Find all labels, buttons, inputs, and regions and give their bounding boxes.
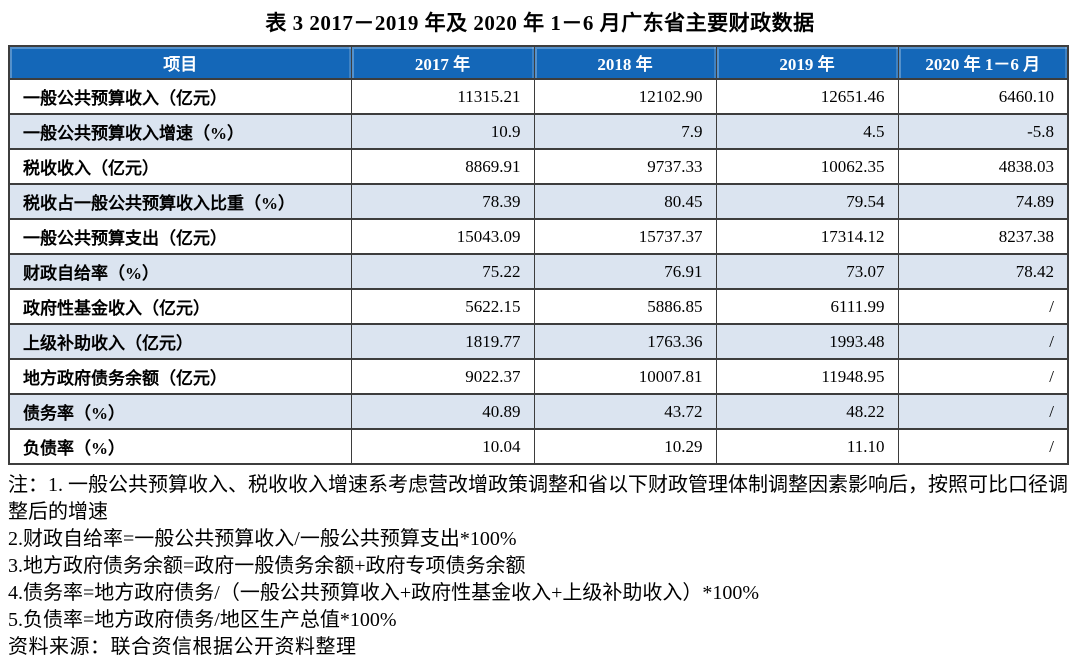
value-cell: 10.04 (350, 428, 535, 465)
value-cell: 75.22 (350, 253, 535, 290)
row-label-cell: 税收占一般公共预算收入比重（%） (8, 183, 352, 220)
value-cell: 80.45 (533, 183, 717, 220)
value-cell: 6111.99 (715, 288, 899, 325)
value-cell: 4.5 (715, 113, 899, 150)
table-header-row: 项目 2017 年 2018 年 2019 年 2020 年 1－6 月 (8, 45, 1069, 80)
source-line: 资料来源：联合资信根据公开资料整理 (8, 636, 357, 656)
value-cell: 1763.36 (533, 323, 717, 360)
value-cell: / (897, 358, 1069, 395)
table-row: 财政自给率（%） 75.22 76.91 73.07 78.42 (8, 253, 1069, 290)
row-label-cell: 负债率（%） (8, 428, 352, 465)
value-cell: 43.72 (533, 393, 717, 430)
value-cell: 1819.77 (350, 323, 535, 360)
value-cell: 10062.35 (715, 148, 899, 185)
table-row: 税收占一般公共预算收入比重（%） 78.39 80.45 79.54 74.89 (8, 183, 1069, 220)
value-cell: 1993.48 (715, 323, 899, 360)
value-cell: 4838.03 (897, 148, 1069, 185)
value-cell: 11948.95 (715, 358, 899, 395)
row-label-cell: 财政自给率（%） (8, 253, 352, 290)
value-cell: 12651.46 (715, 78, 899, 115)
value-cell: 11315.21 (350, 78, 535, 115)
value-cell: 15737.37 (533, 218, 717, 255)
table-caption: 表 3 2017－2019 年及 2020 年 1－6 月广东省主要财政数据 (265, 11, 815, 35)
notes-section: 注：1. 一般公共预算收入、税收收入增速系考虑营改增政策调整和省以下财政管理体制… (8, 472, 1072, 634)
table-row: 地方政府债务余额（亿元） 9022.37 10007.81 11948.95/ (8, 358, 1069, 395)
note-line: 注：1. 一般公共预算收入、税收收入增速系考虑营改增政策调整和省以下财政管理体制… (8, 474, 1068, 523)
value-cell: 73.07 (715, 253, 899, 290)
table-row: 政府性基金收入（亿元） 5622.15 5886.85 6111.99/ (8, 288, 1069, 325)
note-line: 5.负债率=地方政府债务/地区生产总值*100% (8, 609, 397, 631)
value-cell: / (897, 393, 1069, 430)
value-cell: / (897, 428, 1069, 465)
value-cell: 8869.91 (350, 148, 535, 185)
value-cell: 17314.12 (715, 218, 899, 255)
table-row: 负债率（%） 10.04 10.29 11.10/ (8, 428, 1069, 465)
value-cell: 11.10 (715, 428, 899, 465)
table-row: 上级补助收入（亿元） 1819.77 1763.36 1993.48/ (8, 323, 1069, 360)
value-cell: 78.42 (897, 253, 1069, 290)
value-cell: 7.9 (533, 113, 717, 150)
header-cell-period: 2020 年 1－6 月 (897, 45, 1069, 80)
row-label-cell: 上级补助收入（亿元） (8, 323, 352, 360)
value-cell: 79.54 (715, 183, 899, 220)
header-cell-period: 2017 年 (350, 45, 535, 80)
row-label-cell: 一般公共预算收入增速（%） (8, 113, 352, 150)
value-cell: 76.91 (533, 253, 717, 290)
table-row: 一般公共预算收入（亿元） 11315.21 12102.90 12651.46 6460… (8, 78, 1069, 115)
value-cell: 15043.09 (350, 218, 535, 255)
value-cell: 10007.81 (533, 358, 717, 395)
row-label-cell: 一般公共预算收入（亿元） (8, 78, 352, 115)
note-line: 3.地方政府债务余额=政府一般债务余额+政府专项债务余额 (8, 555, 526, 577)
header-cell-item: 项目 (8, 45, 352, 80)
note-line: 4.债务率=地方政府债务/（一般公共预算收入+政府性基金收入+上级补助收入）*1… (8, 582, 760, 604)
header-cell-period: 2019 年 (715, 45, 899, 80)
table-row: 一般公共预算支出（亿元） 15043.09 15737.37 17314.12 8237… (8, 218, 1069, 255)
value-cell: 9737.33 (533, 148, 717, 185)
row-label-cell: 地方政府债务余额（亿元） (8, 358, 352, 395)
fiscal-data-table: 项目 2017 年 2018 年 2019 年 2020 年 1－6 月 一般公共预算收… (8, 45, 1069, 465)
value-cell: / (897, 323, 1069, 360)
value-cell: 10.29 (533, 428, 717, 465)
value-cell: 12102.90 (533, 78, 717, 115)
value-cell: 74.89 (897, 183, 1069, 220)
value-cell: 9022.37 (350, 358, 535, 395)
value-cell: / (897, 288, 1069, 325)
value-cell: 8237.38 (897, 218, 1069, 255)
value-cell: 10.9 (350, 113, 535, 150)
value-cell: 48.22 (715, 393, 899, 430)
table-row: 税收收入（亿元） 8869.91 9737.33 10062.35 4838.03 (8, 148, 1069, 185)
note-line: 2.财政自给率=一般公共预算收入/一般公共预算支出*100% (8, 528, 517, 550)
table-row: 债务率（%） 40.89 43.72 48.22/ (8, 393, 1069, 430)
value-cell: 40.89 (350, 393, 535, 430)
value-cell: 78.39 (350, 183, 535, 220)
table-row: 一般公共预算收入增速（%） 10.9 7.9 4.5 -5.8 (8, 113, 1069, 150)
value-cell: 5886.85 (533, 288, 717, 325)
row-label-cell: 一般公共预算支出（亿元） (8, 218, 352, 255)
row-label-cell: 债务率（%） (8, 393, 352, 430)
row-label-cell: 政府性基金收入（亿元） (8, 288, 352, 325)
value-cell: 5622.15 (350, 288, 535, 325)
header-cell-period: 2018 年 (533, 45, 717, 80)
value-cell: 6460.10 (897, 78, 1069, 115)
value-cell: -5.8 (897, 113, 1069, 150)
row-label-cell: 税收收入（亿元） (8, 148, 352, 185)
